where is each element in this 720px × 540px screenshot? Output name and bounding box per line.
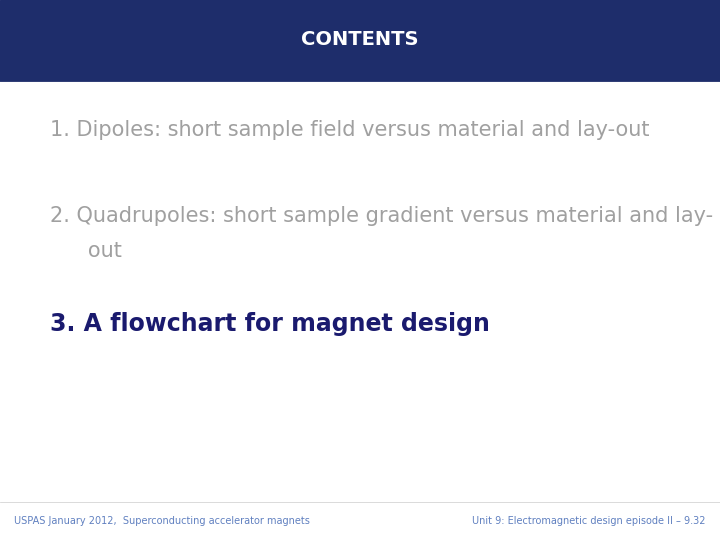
Text: out: out: [68, 241, 122, 261]
Text: 1. Dipoles: short sample field versus material and lay-out: 1. Dipoles: short sample field versus ma…: [50, 119, 650, 140]
Text: 2. Quadrupoles: short sample gradient versus material and lay-: 2. Quadrupoles: short sample gradient ve…: [50, 206, 714, 226]
Bar: [0, 80, 720, 502]
Bar: [0, 502, 720, 540]
Text: CONTENTS: CONTENTS: [301, 30, 419, 50]
Bar: [0, 0, 720, 80]
Text: Unit 9: Electromagnetic design episode II – 9.32: Unit 9: Electromagnetic design episode I…: [472, 516, 706, 526]
Text: 3. A flowchart for magnet design: 3. A flowchart for magnet design: [50, 312, 490, 336]
Text: USPAS January 2012,  Superconducting accelerator magnets: USPAS January 2012, Superconducting acce…: [14, 516, 310, 526]
